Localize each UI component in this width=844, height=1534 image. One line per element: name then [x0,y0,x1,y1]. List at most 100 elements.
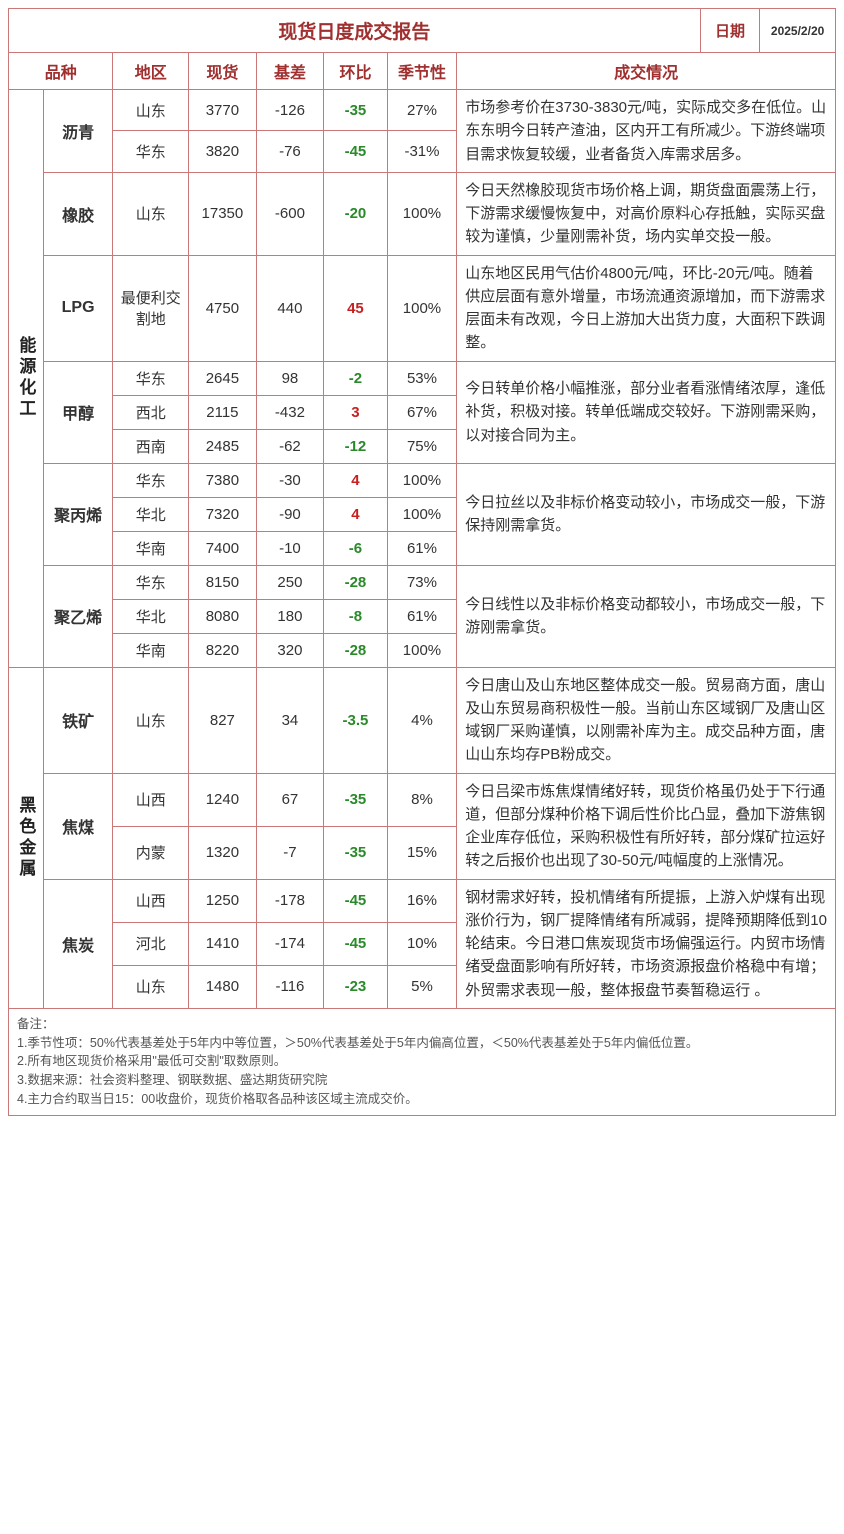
basis-cell: -62 [256,429,324,463]
col-seasonal: 季节性 [387,53,457,90]
product-name: 橡胶 [43,172,113,255]
col-region: 地区 [113,53,189,90]
basis-cell: 440 [256,255,324,361]
seasonal-cell: 8% [387,773,457,826]
spot-cell: 8220 [189,633,257,667]
description-cell: 钢材需求好转，投机情绪有所提振，上游入炉煤有出现涨价行为，钢厂提降情绪有所减弱，… [457,879,836,1008]
footnotes: 备注：1.季节性项：50%代表基差处于5年内中等位置，＞50%代表基差处于5年内… [9,1008,836,1115]
region-cell: 华东 [113,463,189,497]
ratio-cell: -45 [324,131,387,172]
report-table: 现货日度成交报告日期2025/2/20品种地区现货基差环比季节性成交情况能源化工… [8,8,836,1116]
spot-cell: 2115 [189,395,257,429]
spot-cell: 8080 [189,599,257,633]
basis-cell: -76 [256,131,324,172]
basis-cell: -90 [256,497,324,531]
basis-cell: 250 [256,565,324,599]
spot-cell: 1250 [189,879,257,922]
spot-cell: 17350 [189,172,257,255]
seasonal-cell: 100% [387,255,457,361]
seasonal-cell: 75% [387,429,457,463]
spot-cell: 2645 [189,361,257,395]
ratio-cell: 3 [324,395,387,429]
seasonal-cell: 4% [387,667,457,773]
basis-cell: 34 [256,667,324,773]
seasonal-cell: 5% [387,965,457,1008]
spot-cell: 1410 [189,922,257,965]
seasonal-cell: 100% [387,172,457,255]
footnote-line: 2.所有地区现货价格采用"最低可交割"取数原则。 [17,1052,827,1071]
basis-cell: 180 [256,599,324,633]
spot-cell: 1240 [189,773,257,826]
footnote-line: 1.季节性项：50%代表基差处于5年内中等位置，＞50%代表基差处于5年内偏高位… [17,1034,827,1053]
product-name: 焦炭 [43,879,113,1008]
col-basis: 基差 [256,53,324,90]
seasonal-cell: 61% [387,531,457,565]
product-name: 聚乙烯 [43,565,113,667]
seasonal-cell: 61% [387,599,457,633]
seasonal-cell: 27% [387,90,457,131]
product-name: 焦煤 [43,773,113,879]
region-cell: 山东 [113,667,189,773]
region-cell: 山西 [113,879,189,922]
region-cell: 华东 [113,565,189,599]
ratio-cell: -45 [324,879,387,922]
footnote-label: 备注： [17,1015,827,1034]
date-value: 2025/2/20 [760,9,836,53]
basis-cell: 67 [256,773,324,826]
description-cell: 今日拉丝以及非标价格变动较小，市场成交一般，下游保持刚需拿货。 [457,463,836,565]
category-name: 能源化工 [9,90,44,668]
spot-cell: 2485 [189,429,257,463]
description-cell: 今日转单价格小幅推涨，部分业者看涨情绪浓厚，逢低补货，积极对接。转单低端成交较好… [457,361,836,463]
footnote-line: 4.主力合约取当日15：00收盘价，现货价格取各品种该区域主流成交价。 [17,1090,827,1109]
product-name: 铁矿 [43,667,113,773]
ratio-cell: -35 [324,773,387,826]
region-cell: 华东 [113,361,189,395]
spot-cell: 4750 [189,255,257,361]
spot-cell: 8150 [189,565,257,599]
date-label: 日期 [700,9,759,53]
seasonal-cell: 67% [387,395,457,429]
ratio-cell: -45 [324,922,387,965]
seasonal-cell: -31% [387,131,457,172]
region-cell: 山东 [113,172,189,255]
region-cell: 华南 [113,531,189,565]
spot-cell: 3770 [189,90,257,131]
region-cell: 西北 [113,395,189,429]
col-desc: 成交情况 [457,53,836,90]
product-name: 沥青 [43,90,113,173]
region-cell: 河北 [113,922,189,965]
spot-cell: 7380 [189,463,257,497]
ratio-cell: -12 [324,429,387,463]
seasonal-cell: 100% [387,463,457,497]
ratio-cell: -2 [324,361,387,395]
region-cell: 山东 [113,965,189,1008]
ratio-cell: 45 [324,255,387,361]
report-title: 现货日度成交报告 [9,9,701,53]
region-cell: 内蒙 [113,826,189,879]
basis-cell: 98 [256,361,324,395]
spot-cell: 7400 [189,531,257,565]
description-cell: 市场参考价在3730-3830元/吨，实际成交多在低位。山东东明今日转产渣油，区… [457,90,836,173]
seasonal-cell: 15% [387,826,457,879]
region-cell: 华北 [113,599,189,633]
ratio-cell: -23 [324,965,387,1008]
ratio-cell: -6 [324,531,387,565]
region-cell: 西南 [113,429,189,463]
footnote-line: 3.数据来源：社会资料整理、钢联数据、盛达期货研究院 [17,1071,827,1090]
basis-cell: 320 [256,633,324,667]
category-name: 黑色金属 [9,667,44,1008]
region-cell: 华北 [113,497,189,531]
ratio-cell: -35 [324,826,387,879]
basis-cell: -10 [256,531,324,565]
basis-cell: -116 [256,965,324,1008]
spot-cell: 7320 [189,497,257,531]
basis-cell: -600 [256,172,324,255]
region-cell: 华东 [113,131,189,172]
ratio-cell: 4 [324,463,387,497]
spot-cell: 827 [189,667,257,773]
description-cell: 今日吕梁市炼焦煤情绪好转，现货价格虽仍处于下行通道，但部分煤种价格下调后性价比凸… [457,773,836,879]
spot-cell: 3820 [189,131,257,172]
ratio-cell: -3.5 [324,667,387,773]
col-category: 品种 [9,53,113,90]
seasonal-cell: 100% [387,497,457,531]
